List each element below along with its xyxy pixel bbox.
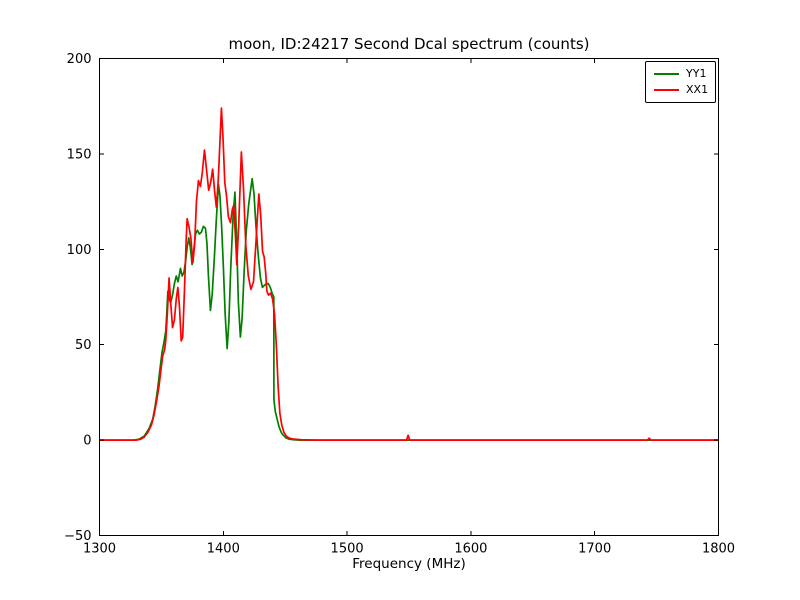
yy1-line-sample xyxy=(654,73,679,75)
legend-entry-yy1: YY1 xyxy=(646,66,715,82)
yy1-legend-label: YY1 xyxy=(686,67,707,80)
axes-frame xyxy=(99,58,719,536)
x-tick-label-1600: 1600 xyxy=(454,542,487,557)
xx1-legend-label: XX1 xyxy=(686,83,709,96)
chart-title: moon, ID:24217 Second Dcal spectrum (cou… xyxy=(228,35,590,53)
y-tick-label-0: 0 xyxy=(83,434,91,449)
y-tick-label-100: 100 xyxy=(67,243,92,258)
x-axis-label: Frequency (MHz) xyxy=(352,556,466,572)
y-tick-label-200: 200 xyxy=(67,52,92,67)
series-YY1 xyxy=(99,177,719,441)
legend-entry-xx1: XX1 xyxy=(646,82,715,98)
y-tick-label--50: −50 xyxy=(64,529,91,544)
x-tick-label-1500: 1500 xyxy=(331,542,364,557)
legend-box: YY1 XX1 xyxy=(645,61,716,103)
series-XX1 xyxy=(99,107,719,441)
x-tick-label-1400: 1400 xyxy=(207,542,240,557)
xx1-line-sample xyxy=(654,89,679,91)
y-tick-label-150: 150 xyxy=(67,147,92,162)
y-tick-label-50: 50 xyxy=(75,338,92,353)
x-tick-label-1700: 1700 xyxy=(578,542,611,557)
x-tick-label-1300: 1300 xyxy=(83,542,116,557)
x-tick-label-1800: 1800 xyxy=(702,542,735,557)
